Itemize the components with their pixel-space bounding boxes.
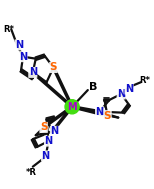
Text: *R: *R — [25, 168, 36, 177]
Text: N: N — [15, 40, 23, 50]
Text: N: N — [29, 67, 37, 77]
Text: R*: R* — [4, 25, 15, 34]
Text: S: S — [40, 122, 47, 132]
Text: S: S — [104, 111, 111, 121]
Text: N: N — [125, 84, 133, 94]
Text: R*: R* — [139, 76, 150, 85]
Text: N: N — [95, 107, 104, 117]
Text: M: M — [67, 102, 77, 112]
Text: N: N — [50, 126, 59, 136]
Text: N: N — [45, 136, 53, 146]
Text: S: S — [50, 63, 57, 73]
Text: B: B — [89, 82, 97, 92]
Circle shape — [65, 100, 79, 114]
Text: N: N — [42, 151, 50, 161]
Text: N: N — [117, 89, 125, 99]
Text: N: N — [19, 52, 27, 62]
